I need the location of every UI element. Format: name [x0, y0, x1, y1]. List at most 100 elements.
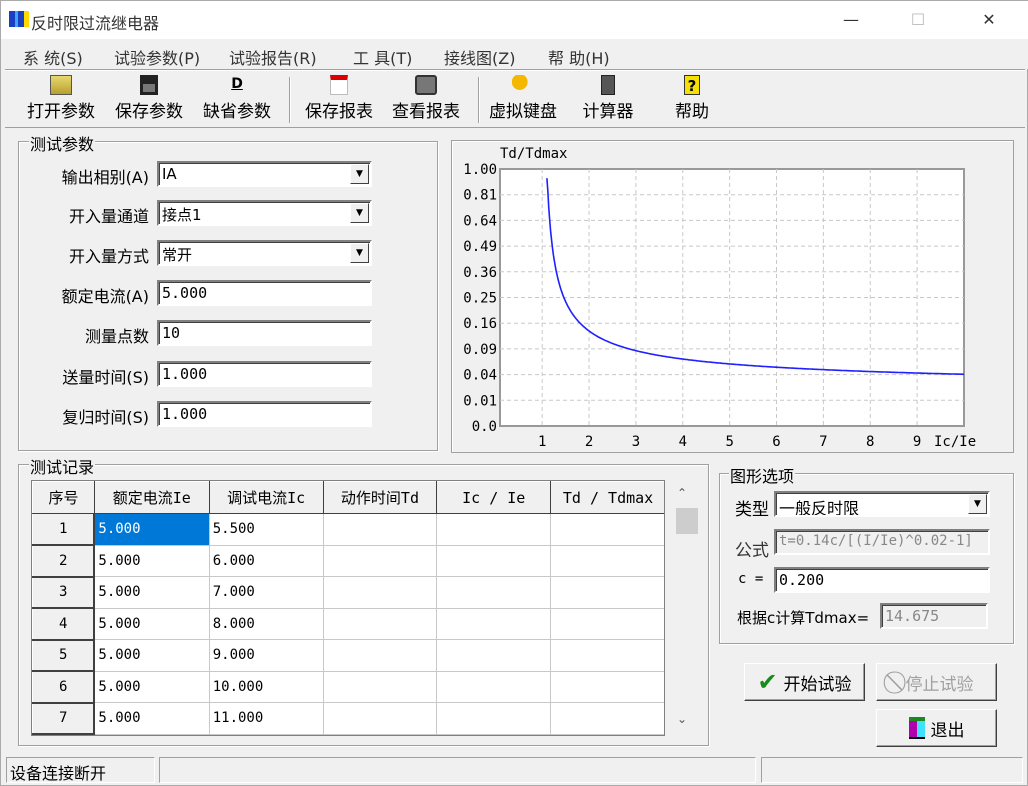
save-report-button[interactable]: 保存报表: [301, 75, 377, 122]
table-cell[interactable]: 6.000: [208, 544, 324, 577]
table-cell[interactable]: 10.000: [208, 670, 324, 703]
table-cell[interactable]: [436, 607, 552, 640]
table-cell[interactable]: [436, 544, 552, 577]
table-cell[interactable]: 5.000: [93, 544, 210, 577]
table-cell[interactable]: 5.000: [93, 670, 210, 703]
maximize-button[interactable]: ☐: [910, 10, 926, 29]
table-cell[interactable]: [436, 702, 552, 735]
table-cell[interactable]: 9.000: [208, 639, 324, 672]
menu-test-report[interactable]: 试验报告(R): [229, 49, 317, 68]
menu-test-params[interactable]: 试验参数(P): [114, 49, 201, 68]
table-cell[interactable]: 11.000: [208, 702, 324, 735]
table-cell[interactable]: 5.000: [93, 702, 210, 735]
minimize-button[interactable]: —: [843, 10, 859, 29]
exit-button[interactable]: 退出: [876, 709, 997, 747]
param-select[interactable]: 接点1 ▼: [157, 200, 372, 226]
param-select[interactable]: 常开 ▼: [157, 240, 372, 266]
table-cell[interactable]: [550, 576, 664, 609]
table-cell[interactable]: [322, 639, 438, 672]
table-cell[interactable]: 7.000: [208, 576, 324, 609]
exit-label: 退出: [930, 720, 965, 741]
virtual-keyboard-button[interactable]: 虚拟键盘: [485, 75, 561, 122]
table-cell[interactable]: [550, 670, 664, 703]
c-input[interactable]: 0.200: [774, 567, 990, 593]
table-cell[interactable]: [322, 702, 438, 735]
column-header[interactable]: Td / Tdmax: [550, 481, 664, 514]
chevron-down-icon[interactable]: ▼: [350, 243, 369, 263]
column-header[interactable]: 序号: [32, 481, 95, 514]
records-table: 序号 额定电流Ie 调试电流Ic 动作时间Td Ic / Ie Td / Tdmax 1 5.…: [32, 481, 664, 735]
row-header[interactable]: 7: [32, 702, 96, 735]
table-cell[interactable]: [436, 576, 552, 609]
param-value: IA: [162, 165, 177, 183]
menu-help[interactable]: 帮 助(H): [548, 49, 610, 68]
param-input[interactable]: 10: [157, 320, 372, 346]
table-cell[interactable]: [436, 670, 552, 703]
chevron-down-icon[interactable]: ▼: [350, 164, 369, 184]
scroll-up-icon[interactable]: ⌃: [677, 486, 688, 500]
scroll-down-icon[interactable]: ⌄: [677, 712, 688, 726]
help-button[interactable]: ? 帮助: [666, 75, 718, 122]
table-cell[interactable]: 5.000: [93, 607, 210, 640]
table-cell[interactable]: [550, 544, 664, 577]
column-header[interactable]: 调试电流Ic: [208, 481, 324, 514]
table-cell[interactable]: [322, 670, 438, 703]
table-cell[interactable]: 5.000: [93, 513, 210, 546]
row-header[interactable]: 2: [32, 544, 96, 578]
param-select[interactable]: IA ▼: [157, 161, 372, 187]
table-row[interactable]: 4 5.000 8.000: [32, 607, 664, 641]
param-value: 1.000: [162, 405, 208, 423]
table-cell[interactable]: [550, 607, 664, 640]
table-row[interactable]: 2 5.000 6.000: [32, 544, 664, 578]
row-header[interactable]: 4: [32, 607, 96, 641]
close-button[interactable]: ✕: [982, 10, 996, 29]
column-header[interactable]: 额定电流Ie: [93, 481, 210, 514]
table-row[interactable]: 3 5.000 7.000: [32, 576, 664, 609]
view-report-button[interactable]: 查看报表: [388, 75, 464, 122]
key-icon: [512, 75, 534, 95]
table-row[interactable]: 5 5.000 9.000: [32, 639, 664, 672]
param-input[interactable]: 5.000: [157, 280, 372, 306]
table-cell[interactable]: [550, 513, 664, 546]
table-row[interactable]: 1 5.000 5.500: [32, 513, 664, 546]
open-params-button[interactable]: 打开参数: [23, 75, 99, 122]
row-header[interactable]: 1: [32, 513, 96, 546]
menu-wiring[interactable]: 接线图(Z): [444, 49, 516, 68]
y-tick-label: 0.25: [463, 291, 497, 307]
records-scrollbar[interactable]: ⌃ ⌄: [665, 480, 701, 736]
table-cell[interactable]: [322, 544, 438, 577]
table-row[interactable]: 7 5.000 11.000: [32, 702, 664, 735]
chevron-down-icon[interactable]: ▼: [350, 203, 369, 223]
table-cell[interactable]: [436, 639, 552, 672]
column-header[interactable]: Ic / Ie: [436, 481, 552, 514]
param-input[interactable]: 1.000: [157, 401, 372, 427]
question-icon: ?: [684, 75, 700, 95]
table-cell[interactable]: 8.000: [208, 607, 324, 640]
checkmark-icon: ✔: [757, 668, 778, 696]
table-cell[interactable]: [322, 607, 438, 640]
table-cell[interactable]: 5.000: [93, 639, 210, 672]
calculator-button[interactable]: 计算器: [575, 75, 641, 122]
row-header[interactable]: 5: [32, 639, 96, 672]
column-header[interactable]: 动作时间Td: [322, 481, 438, 514]
row-header[interactable]: 3: [32, 576, 96, 609]
param-input[interactable]: 1.000: [157, 361, 372, 387]
table-cell[interactable]: [436, 513, 552, 546]
table-cell[interactable]: [550, 639, 664, 672]
default-params-button[interactable]: D 缺省参数: [199, 75, 275, 122]
chevron-down-icon[interactable]: ▼: [968, 494, 987, 514]
menu-tools[interactable]: 工 具(T): [353, 49, 413, 68]
table-row[interactable]: 6 5.000 10.000: [32, 670, 664, 704]
scroll-thumb[interactable]: [676, 508, 698, 534]
table-cell[interactable]: [322, 576, 438, 609]
table-cell[interactable]: 5.500: [208, 513, 324, 546]
save-params-button[interactable]: 保存参数: [111, 75, 187, 122]
row-header[interactable]: 6: [32, 670, 96, 704]
curve-type-select[interactable]: 一般反时限 ▼: [774, 491, 990, 517]
table-cell[interactable]: [550, 702, 664, 735]
menu-system[interactable]: 系 统(S): [23, 49, 83, 68]
stop-test-button[interactable]: ⃠停止试验: [876, 663, 997, 701]
table-cell[interactable]: [322, 513, 438, 546]
table-cell[interactable]: 5.000: [93, 576, 210, 609]
start-test-button[interactable]: ✔ 开始试验: [744, 663, 865, 701]
